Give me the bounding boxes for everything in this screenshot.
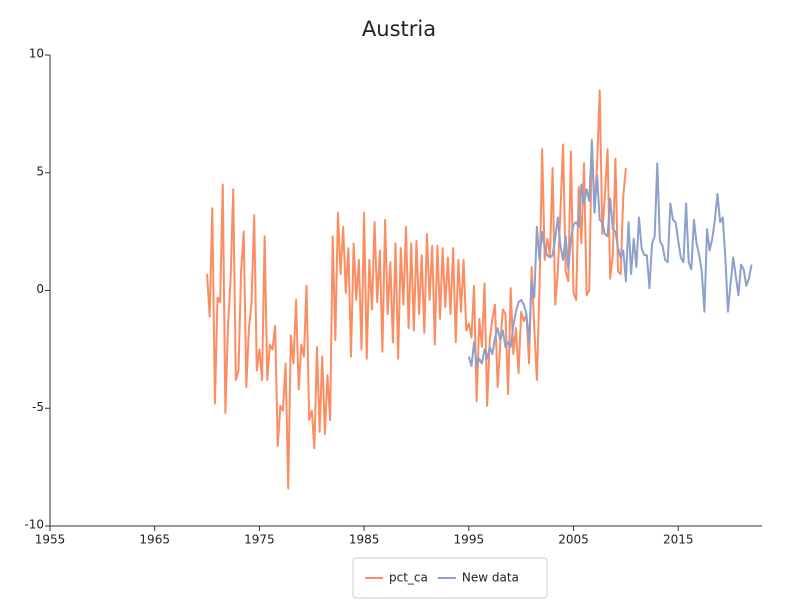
y-tick-label: 5 <box>36 164 44 178</box>
y-tick-label: 10 <box>29 47 44 61</box>
x-tick-label: 1995 <box>454 533 485 547</box>
series-line <box>467 141 753 367</box>
x-tick-label: 2015 <box>663 533 694 547</box>
x-tick-label: 1985 <box>349 533 380 547</box>
x-tick-label: 1975 <box>244 533 275 547</box>
series-line <box>206 89 627 490</box>
y-tick-label: -10 <box>24 518 44 532</box>
x-tick-label: 1965 <box>139 533 170 547</box>
legend-label[interactable]: New data <box>462 571 519 585</box>
y-tick-label: 0 <box>36 282 44 296</box>
x-tick-label: 2005 <box>558 533 589 547</box>
chart-title: Austria <box>362 17 436 41</box>
x-tick-label: 1955 <box>35 533 66 547</box>
y-tick-label: -5 <box>32 400 44 414</box>
legend-label[interactable]: pct_ca <box>389 571 428 585</box>
